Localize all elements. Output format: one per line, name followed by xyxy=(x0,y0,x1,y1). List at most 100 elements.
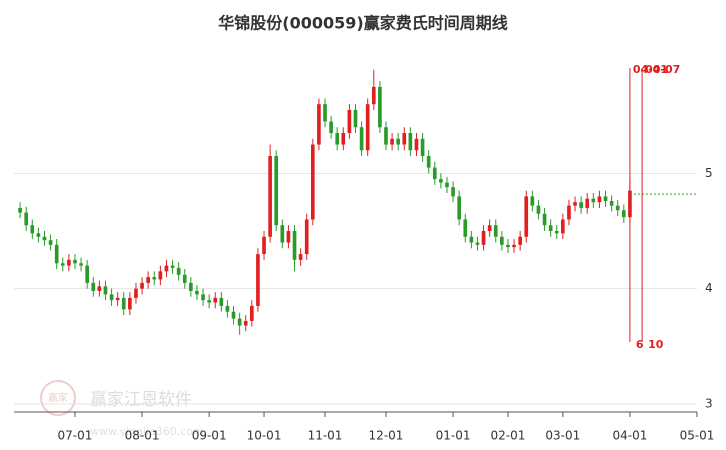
candle-body xyxy=(67,259,71,266)
candle-body xyxy=(609,201,614,206)
candle-body xyxy=(432,167,437,180)
candle-body xyxy=(30,225,35,234)
candle-body xyxy=(317,104,321,145)
candle-body xyxy=(359,127,364,151)
candle-body xyxy=(463,219,468,237)
candle-body xyxy=(353,109,358,128)
candle-body xyxy=(378,86,382,128)
y-tick-label: 4 xyxy=(705,281,713,295)
candle-body xyxy=(445,182,449,188)
x-tick-label: 07-01 xyxy=(58,429,93,443)
candle-body xyxy=(280,225,285,243)
candle-body xyxy=(426,156,431,168)
candle-body xyxy=(500,236,504,245)
candle-body xyxy=(304,219,309,255)
candle-body xyxy=(603,196,608,202)
candle-body xyxy=(548,225,553,231)
candle-body xyxy=(262,236,266,255)
cycle-count: 6 xyxy=(636,338,644,351)
candle-body xyxy=(457,196,461,220)
y-tick-label: 3 xyxy=(705,396,713,410)
candle-body xyxy=(231,311,236,319)
candle-body xyxy=(384,127,388,145)
candle-body xyxy=(530,196,535,206)
candle-body xyxy=(408,133,413,151)
chart-title: 华锦股份(000059)赢家费氏时间周期线 xyxy=(218,14,507,33)
candle-body xyxy=(390,138,394,145)
candle-body xyxy=(414,138,419,151)
x-tick-label: 12-01 xyxy=(369,429,404,443)
candle-body xyxy=(554,231,559,234)
candle-body xyxy=(91,282,96,291)
candle-body xyxy=(481,231,486,245)
cycle-label: 04-07 xyxy=(645,63,680,76)
candle-body xyxy=(250,305,254,321)
candle-body xyxy=(396,138,401,145)
candle-body xyxy=(176,267,181,275)
candle-body xyxy=(475,242,480,245)
candle-body xyxy=(164,265,169,272)
x-tick-label: 03-01 xyxy=(545,429,580,443)
candle-body xyxy=(506,244,510,248)
candle-body xyxy=(597,196,602,203)
candle-body xyxy=(585,198,590,208)
candle-body xyxy=(24,212,29,226)
candle-body xyxy=(97,286,102,291)
candle-body xyxy=(286,231,291,243)
y-tick-label: 5 xyxy=(705,166,713,180)
x-tick-label: 04-01 xyxy=(612,429,647,443)
candle-body xyxy=(567,205,571,220)
candle-body xyxy=(469,236,474,243)
x-tick-label: 11-01 xyxy=(308,429,343,443)
candle-body xyxy=(158,271,163,280)
candle-body xyxy=(60,263,65,266)
candle-body xyxy=(182,274,187,283)
candle-body xyxy=(268,156,272,237)
x-tick-label: 05-01 xyxy=(680,429,715,443)
candle-body xyxy=(79,263,83,266)
candle-body xyxy=(152,277,157,280)
candle-body xyxy=(621,210,626,218)
candle-body xyxy=(201,294,205,301)
candle-body xyxy=(274,156,279,226)
candle-body xyxy=(170,265,175,268)
candle-body xyxy=(371,86,376,105)
candle-body xyxy=(109,294,114,301)
candle-body xyxy=(335,133,340,145)
candle-body xyxy=(213,297,218,303)
candle-body xyxy=(323,104,327,122)
candle-body xyxy=(341,133,346,145)
candle-body xyxy=(42,236,47,241)
candle-body xyxy=(451,187,455,197)
candle-body xyxy=(85,265,90,283)
watermark-text: 赢家江恩软件 xyxy=(90,390,192,410)
candle-body xyxy=(292,231,297,260)
candle-body xyxy=(219,297,224,306)
candle-body xyxy=(365,104,370,151)
candle-body xyxy=(591,198,596,203)
x-tick-label: 10-01 xyxy=(247,429,282,443)
candle-body xyxy=(237,318,242,326)
candle-body xyxy=(512,244,516,248)
cycle-count: 10 xyxy=(648,338,664,351)
candle-body xyxy=(536,205,541,214)
candle-body xyxy=(615,205,620,211)
candle-body xyxy=(561,219,565,234)
candle-body xyxy=(225,305,230,312)
watermark-logo-ring xyxy=(40,380,76,416)
watermark-url: www.yingjia360.com xyxy=(90,425,204,438)
candle-body xyxy=(542,213,547,226)
candle-body xyxy=(329,121,333,134)
x-tick-label: 08-01 xyxy=(125,429,160,443)
x-tick-label: 09-01 xyxy=(192,429,227,443)
candle-body xyxy=(115,297,120,301)
candle-body xyxy=(54,244,59,264)
candle-body xyxy=(195,290,199,295)
candle-body xyxy=(573,202,577,206)
candle-body xyxy=(134,288,138,298)
candle-body xyxy=(524,196,529,237)
x-tick-label: 01-01 xyxy=(436,429,471,443)
candle-body xyxy=(518,236,522,245)
candle-body xyxy=(493,225,498,237)
